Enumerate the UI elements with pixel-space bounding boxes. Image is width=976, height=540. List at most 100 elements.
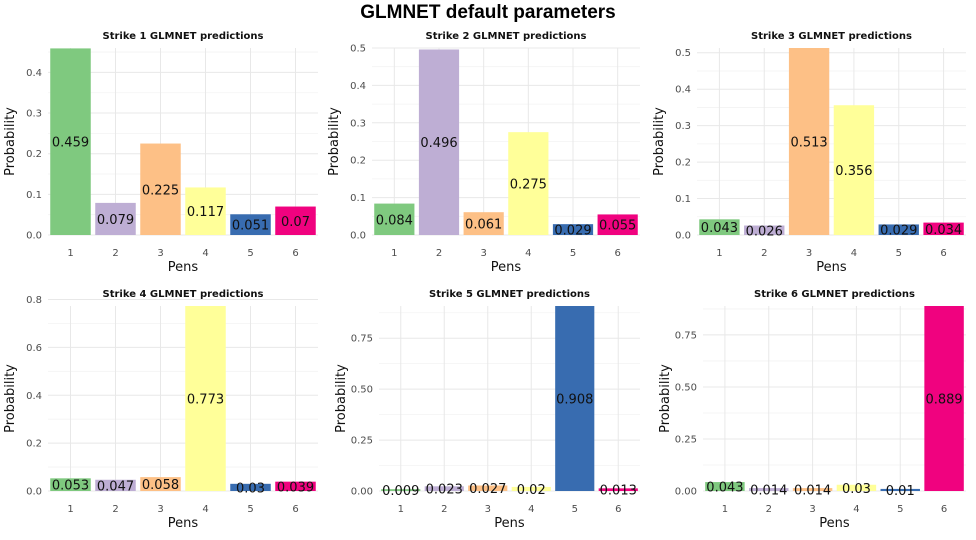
y-tick-label: 0.75: [351, 334, 373, 345]
panel-strike-6: 0.00 0.25 0.50 0.75 0.043 0.014 0.014 0.03 0.01 0…: [658, 289, 966, 531]
y-tick-label: 0.6: [26, 343, 42, 354]
value-label-pen-1: 0.043: [706, 481, 743, 496]
bar-pen-4: [185, 187, 226, 235]
x-tick-label: 6: [941, 504, 947, 515]
x-tick-label: 2: [761, 248, 767, 259]
y-tick-label: 0.25: [351, 436, 373, 447]
bar-pen-4: [185, 306, 226, 491]
value-label-pen-6: 0.034: [925, 223, 962, 238]
x-tick-label: 6: [292, 504, 298, 515]
value-label-pen-2: 0.496: [420, 136, 457, 151]
value-label-pen-2: 0.047: [97, 479, 134, 494]
bar-pen-6: [923, 222, 964, 235]
value-label-pen-2: 0.014: [750, 484, 787, 499]
panel-strike-4: 0.0 0.2 0.4 0.6 0.8 0.053 0.047 0.058 0.773 0.03 0…: [3, 289, 318, 531]
x-axis-title: Pens: [816, 260, 847, 275]
x-tick-label: 2: [112, 504, 118, 515]
value-label-pen-6: 0.07: [281, 215, 310, 230]
bar-pen-2: [749, 488, 789, 491]
value-label-pen-3: 0.513: [790, 136, 827, 151]
bar-pen-6: [275, 206, 316, 235]
y-tick-label: 0.1: [350, 193, 366, 204]
y-tick-label: 0.0: [26, 231, 42, 242]
value-label-pen-4: 0.275: [510, 178, 547, 193]
value-label-pen-6: 0.889: [925, 393, 962, 408]
bar-pen-5: [230, 483, 271, 491]
bar-pen-5: [878, 224, 919, 235]
y-tick-label: 0.2: [350, 156, 366, 167]
panel-title: Strike 4 GLMNET predictions: [103, 289, 264, 300]
y-tick-label: 0.2: [26, 439, 42, 450]
value-label-pen-5: 0.029: [554, 224, 591, 239]
y-tick-label: 0.0: [350, 231, 366, 242]
value-label-pen-3: 0.058: [142, 478, 179, 493]
x-tick-label: 3: [809, 504, 815, 515]
y-tick-label: 0.3: [26, 109, 42, 120]
x-tick-label: 4: [851, 248, 857, 259]
bar-pen-3: [140, 477, 181, 491]
y-axis-title: Probability: [3, 107, 18, 176]
y-tick-label: 0.4: [350, 81, 366, 92]
bar-pen-2: [744, 225, 785, 235]
y-tick-label: 0.2: [26, 149, 42, 160]
panel-title: Strike 5 GLMNET predictions: [429, 289, 590, 300]
y-tick-label: 0.50: [675, 382, 697, 393]
y-tick-label: 0.00: [351, 487, 373, 498]
value-label-pen-4: 0.03: [842, 482, 871, 497]
bar-pen-4: [511, 486, 551, 491]
value-label-pen-5: 0.029: [880, 224, 917, 239]
bar-pen-6: [598, 488, 638, 491]
panel-title: Strike 6 GLMNET predictions: [754, 289, 915, 300]
y-tick-label: 0.3: [350, 118, 366, 129]
value-label-pen-3: 0.225: [142, 183, 179, 198]
bar-pen-4: [508, 132, 549, 235]
value-label-pen-5: 0.908: [556, 393, 593, 408]
x-tick-label: 5: [897, 504, 903, 515]
value-label-pen-1: 0.084: [376, 213, 413, 228]
value-label-pen-5: 0.01: [886, 484, 915, 499]
x-axis-title: Pens: [168, 260, 199, 275]
x-tick-label: 5: [247, 504, 253, 515]
x-tick-label: 6: [940, 248, 946, 259]
y-tick-label: 0.5: [350, 44, 366, 55]
x-tick-label: 2: [766, 504, 772, 515]
x-tick-label: 4: [528, 504, 534, 515]
y-axis-title: Probability: [652, 107, 667, 176]
x-axis-title: Pens: [494, 516, 525, 531]
bar-pen-3: [792, 488, 833, 491]
x-tick-label: 3: [157, 504, 163, 515]
panel-strike-2: 0.0 0.1 0.2 0.3 0.4 0.5 0.084 0.496 0.061 0.275 0.…: [327, 31, 640, 275]
bar-pen-1: [50, 48, 91, 235]
bar-pen-6: [597, 214, 638, 235]
panel-strike-1: 0.0 0.1 0.2 0.3 0.4 0.459 0.079 0.225 0.117 0.051…: [3, 31, 318, 275]
x-tick-label: 4: [525, 248, 531, 259]
value-label-pen-4: 0.117: [187, 205, 224, 220]
panel-strike-5: 0.00 0.25 0.50 0.75 0.009 0.023 0.027 0.02 0.908…: [334, 289, 640, 531]
value-label-pen-3: 0.014: [794, 484, 831, 499]
bar-pen-2: [424, 486, 464, 491]
bar-pen-3: [463, 212, 504, 235]
x-tick-label: 5: [572, 504, 578, 515]
panel-strike-3: 0.0 0.1 0.2 0.3 0.4 0.5 0.043 0.026 0.513 0.356 0.…: [652, 31, 966, 275]
x-tick-label: 2: [441, 504, 447, 515]
y-tick-label: 0.2: [675, 158, 691, 169]
x-tick-label: 5: [247, 248, 253, 259]
bar-pen-5: [880, 488, 920, 491]
x-axis-title: Pens: [168, 516, 199, 531]
value-label-pen-3: 0.061: [465, 218, 502, 233]
figure-title: GLMNET default parameters: [360, 2, 616, 23]
x-axis-title: Pens: [491, 260, 522, 275]
bar-pen-6: [275, 481, 316, 491]
value-label-pen-5: 0.03: [236, 481, 265, 496]
x-tick-label: 1: [722, 504, 728, 515]
x-axis-title: Pens: [819, 516, 850, 531]
y-tick-label: 0.5: [675, 48, 691, 59]
bar-pen-2: [95, 202, 136, 235]
x-tick-label: 1: [67, 248, 73, 259]
x-tick-label: 3: [806, 248, 812, 259]
value-label-pen-6: 0.039: [277, 480, 314, 495]
x-tick-label: 1: [391, 248, 397, 259]
value-label-pen-2: 0.079: [97, 213, 134, 228]
x-tick-label: 6: [614, 248, 620, 259]
x-tick-label: 5: [570, 248, 576, 259]
